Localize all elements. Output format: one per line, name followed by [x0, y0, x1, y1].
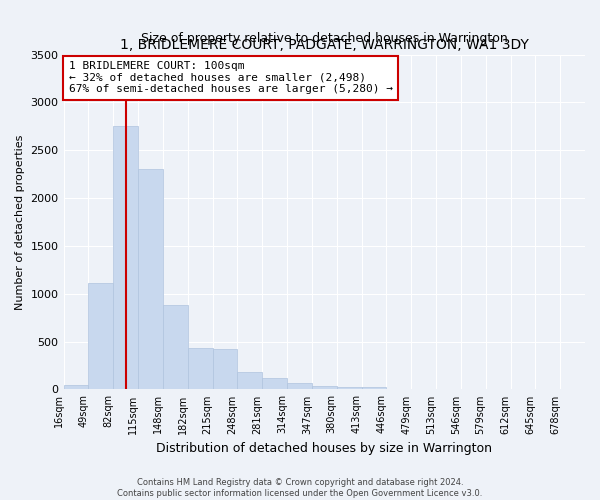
Bar	[138, 170, 163, 390]
Bar	[362, 387, 386, 390]
Text: Size of property relative to detached houses in Warrington: Size of property relative to detached ho…	[141, 32, 508, 44]
Bar	[88, 283, 113, 390]
Bar	[188, 348, 212, 390]
X-axis label: Distribution of detached houses by size in Warrington: Distribution of detached houses by size …	[156, 442, 492, 455]
Text: Contains HM Land Registry data © Crown copyright and database right 2024.
Contai: Contains HM Land Registry data © Crown c…	[118, 478, 482, 498]
Bar	[212, 349, 238, 390]
Bar	[238, 372, 262, 390]
Bar	[312, 386, 337, 390]
Bar	[262, 378, 287, 390]
Bar	[337, 386, 362, 390]
Y-axis label: Number of detached properties: Number of detached properties	[15, 134, 25, 310]
Bar	[113, 126, 138, 390]
Bar	[163, 305, 188, 390]
Title: 1, BRIDLEMERE COURT, PADGATE, WARRINGTON, WA1 3DY: 1, BRIDLEMERE COURT, PADGATE, WARRINGTON…	[120, 38, 529, 52]
Bar	[64, 384, 88, 390]
Bar	[287, 382, 312, 390]
Text: 1 BRIDLEMERE COURT: 100sqm
← 32% of detached houses are smaller (2,498)
67% of s: 1 BRIDLEMERE COURT: 100sqm ← 32% of deta…	[69, 61, 393, 94]
